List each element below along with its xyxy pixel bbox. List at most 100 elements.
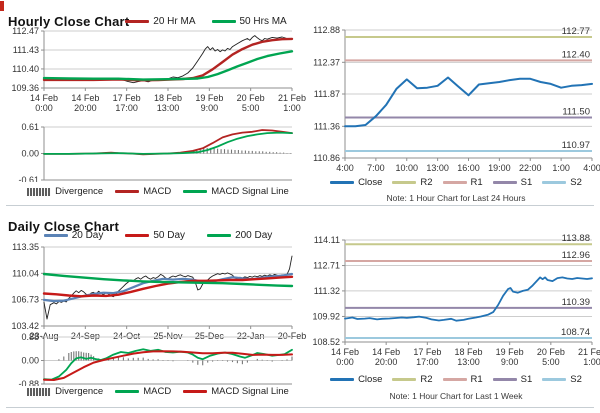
- legend-label: Close: [358, 374, 383, 385]
- svg-text:24-Sep: 24-Sep: [71, 331, 100, 341]
- legend-item-r2: R2: [392, 177, 433, 188]
- hourly-pivot-note: Note: 1 Hour Chart for Last 24 Hours: [386, 193, 526, 203]
- hourly-section-title: Hourly Close Chart: [8, 13, 130, 29]
- legend-item-r1: R1: [442, 374, 483, 385]
- legend-label: S1: [520, 374, 533, 385]
- daily-macd-chart: 0.88 0.00 -0.88: [8, 330, 308, 391]
- svg-text:0.00: 0.00: [21, 149, 39, 159]
- svg-text:13:00: 13:00: [426, 163, 449, 173]
- line-swatch-icon: [542, 378, 567, 381]
- svg-text:18 Feb: 18 Feb: [154, 93, 182, 103]
- svg-text:111.87: 111.87: [314, 89, 340, 99]
- legend-item-macd-signal-line: MACD Signal Line: [183, 186, 289, 197]
- legend-item-50-day: 50 Day: [125, 230, 185, 241]
- svg-text:17 Feb: 17 Feb: [113, 93, 141, 103]
- svg-text:4:00: 4:00: [583, 163, 600, 173]
- svg-text:7:00: 7:00: [367, 163, 385, 173]
- svg-text:14 Feb: 14 Feb: [372, 347, 400, 357]
- legend-label: Divergence: [55, 386, 104, 397]
- legend-label: R2: [420, 177, 433, 188]
- svg-text:25-Dec: 25-Dec: [195, 331, 225, 341]
- line-swatch-icon: [211, 20, 236, 23]
- daily-price-chart: 113.35 110.04 106.73 103.42 23-Aug 24-Sep 24-O…: [8, 240, 308, 347]
- svg-text:5:00: 5:00: [542, 357, 560, 367]
- legend-item-20-day: 20 Day: [43, 230, 104, 241]
- svg-text:0:00: 0:00: [35, 103, 53, 113]
- svg-text:19:00: 19:00: [488, 163, 511, 173]
- daily-pivot-chart: 114.11 112.71 111.32 109.92 108.52 113.88 112.…: [306, 232, 600, 373]
- corner-bullet-mark: [0, 1, 4, 11]
- svg-text:108.74: 108.74: [561, 327, 590, 338]
- legend-item-macd: MACD: [115, 186, 171, 197]
- svg-text:19 Feb: 19 Feb: [195, 93, 223, 103]
- svg-text:0.88: 0.88: [21, 332, 39, 342]
- legend-item-50-hrs-ma: 50 Hrs MA: [211, 16, 287, 27]
- legend-item-s1: S1: [492, 374, 533, 385]
- line-swatch-icon: [492, 378, 517, 381]
- legend-item-20-hr-ma: 20 Hr MA: [125, 16, 196, 27]
- legend-label: Close: [358, 177, 383, 188]
- daily-pivot-note: Note: 1 Hour Chart for Last 1 Week: [389, 391, 523, 401]
- svg-text:22:00: 22:00: [519, 163, 542, 173]
- hourly-macd-plot: 0.61 0.00 -0.61: [18, 122, 293, 185]
- svg-text:14 Feb: 14 Feb: [331, 347, 359, 357]
- svg-text:21 Feb: 21 Feb: [278, 93, 306, 103]
- legend-label: S1: [520, 177, 533, 188]
- legend-label: R1: [470, 374, 483, 385]
- legend-label: 20 Day: [71, 230, 104, 241]
- svg-text:9:00: 9:00: [201, 103, 219, 113]
- svg-text:18 Feb: 18 Feb: [454, 347, 482, 357]
- daily-pivot-legend: Close R2 R1 S1 S2: [306, 374, 600, 385]
- legend-item-200-day: 200 Day: [207, 230, 272, 241]
- hourly-macd-chart: 0.61 0.00 -0.61: [8, 120, 308, 187]
- svg-text:13:00: 13:00: [157, 103, 180, 113]
- svg-text:23-Aug: 23-Aug: [29, 331, 58, 341]
- legend-item-close: Close: [330, 177, 382, 188]
- line-swatch-icon: [207, 234, 232, 237]
- svg-text:110.86: 110.86: [313, 153, 340, 163]
- svg-text:0.00: 0.00: [21, 356, 39, 366]
- bars-swatch-icon: [27, 387, 52, 396]
- legend-label: MACD Signal Line: [211, 186, 289, 197]
- legend-label: MACD: [143, 386, 172, 397]
- svg-text:19 Feb: 19 Feb: [496, 347, 524, 357]
- svg-text:13:00: 13:00: [457, 357, 480, 367]
- hourly-pivot-chart: 112.88 112.37 111.87 111.36 110.86 112.77 112.…: [306, 22, 600, 179]
- daily-pivot-plot: 114.11 112.71 111.32 109.92 108.52 113.88 112.…: [312, 233, 600, 367]
- svg-text:5:00: 5:00: [242, 103, 260, 113]
- line-swatch-icon: [542, 181, 567, 184]
- legend-label: S2: [570, 374, 582, 385]
- svg-text:17:00: 17:00: [416, 357, 439, 367]
- svg-text:1:00: 1:00: [283, 103, 301, 113]
- legend-item-r1: R1: [442, 177, 483, 188]
- section-divider: [6, 205, 594, 206]
- legend-label: Divergence: [55, 186, 104, 197]
- legend-item-divergence: Divergence: [27, 386, 103, 397]
- hourly-pivot-legend: Close R2 R1 S1 S2: [306, 177, 600, 188]
- line-swatch-icon: [183, 390, 208, 393]
- daily-macd-plot: 0.88 0.00 -0.88: [18, 332, 293, 389]
- daily-macd-legend: Divergence MACD MACD Signal Line: [8, 386, 308, 397]
- bottom-divider: [6, 407, 594, 408]
- svg-text:109.36: 109.36: [11, 83, 39, 93]
- svg-text:9:00: 9:00: [501, 357, 519, 367]
- svg-text:22-Jan: 22-Jan: [237, 331, 265, 341]
- svg-text:1:00: 1:00: [583, 357, 600, 367]
- legend-label: 50 Hrs MA: [239, 16, 287, 27]
- svg-text:110.39: 110.39: [562, 297, 590, 308]
- svg-text:108.52: 108.52: [312, 337, 340, 347]
- svg-text:106.73: 106.73: [11, 295, 39, 305]
- svg-text:0.61: 0.61: [21, 122, 39, 132]
- svg-text:1:00: 1:00: [552, 163, 570, 173]
- legend-label: S2: [570, 177, 582, 188]
- hourly-price-chart: 112.47 111.43 110.40 109.36 14 Feb 0:00 14 Feb…: [8, 24, 308, 141]
- svg-text:112.40: 112.40: [562, 49, 590, 60]
- line-swatch-icon: [125, 234, 150, 237]
- svg-text:20 Feb: 20 Feb: [237, 93, 265, 103]
- line-swatch-icon: [392, 181, 417, 184]
- line-swatch-icon: [125, 20, 150, 23]
- svg-text:-0.88: -0.88: [18, 379, 39, 386]
- svg-text:20:00: 20:00: [74, 103, 97, 113]
